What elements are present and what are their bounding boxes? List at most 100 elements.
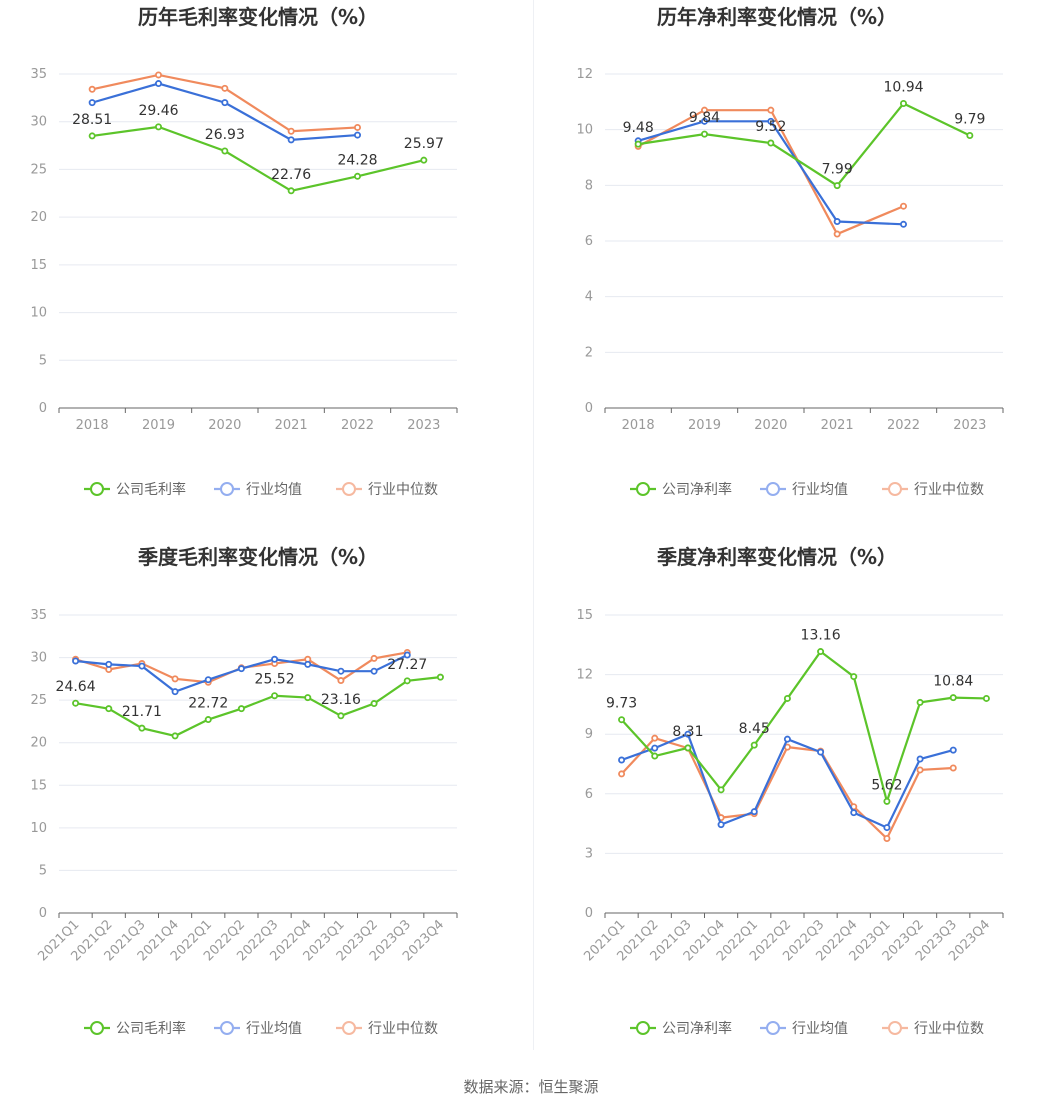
data-point-avg bbox=[767, 117, 775, 125]
data-point-median bbox=[88, 85, 96, 93]
data-point-company bbox=[221, 147, 229, 155]
data-label: 7.99 bbox=[822, 162, 853, 178]
legend-item-median[interactable]: 行业中位数 bbox=[336, 1021, 438, 1037]
series-line-company bbox=[620, 649, 987, 806]
data-point-company bbox=[287, 187, 295, 195]
data-point-avg bbox=[353, 131, 361, 139]
y-tick-label: 9 bbox=[585, 727, 593, 742]
data-point-avg bbox=[154, 80, 162, 88]
data-point-company bbox=[783, 694, 791, 702]
x-tick-label: 2020 bbox=[754, 418, 787, 433]
svg-text:公司毛利率: 公司毛利率 bbox=[116, 481, 186, 498]
data-point-company bbox=[171, 732, 179, 740]
y-tick-label: 15 bbox=[30, 778, 47, 793]
data-point-company bbox=[72, 699, 80, 707]
data-point-avg bbox=[237, 665, 245, 673]
svg-text:行业均值: 行业均值 bbox=[246, 1021, 302, 1037]
svg-text:公司净利率: 公司净利率 bbox=[662, 481, 732, 498]
y-tick-label: 5 bbox=[39, 863, 47, 878]
legend-item-company[interactable]: 公司净利率 bbox=[630, 1020, 732, 1037]
data-point-median bbox=[899, 202, 907, 210]
data-point-company bbox=[237, 705, 245, 713]
svg-text:行业中位数: 行业中位数 bbox=[368, 1021, 438, 1037]
data-point-avg bbox=[850, 809, 858, 817]
data-label: 27.27 bbox=[387, 657, 427, 673]
data-point-avg bbox=[783, 735, 791, 743]
data-point-avg bbox=[833, 218, 841, 226]
legend-item-company[interactable]: 公司毛利率 bbox=[84, 1020, 186, 1037]
data-point-company bbox=[370, 700, 378, 708]
data-point-median bbox=[171, 675, 179, 683]
chart-title: 季度毛利率变化情况（%） bbox=[137, 545, 378, 569]
x-tick-label: 2023 bbox=[953, 418, 986, 433]
y-tick-label: 12 bbox=[576, 67, 593, 82]
data-point-company bbox=[684, 744, 692, 752]
x-tick-label: 2022 bbox=[341, 418, 374, 433]
data-point-median bbox=[370, 654, 378, 662]
data-point-company bbox=[618, 716, 626, 724]
legend-item-median[interactable]: 行业中位数 bbox=[882, 1021, 984, 1037]
data-label: 23.16 bbox=[321, 692, 361, 708]
legend-item-median[interactable]: 行业中位数 bbox=[336, 482, 438, 498]
legend-item-avg[interactable]: 行业均值 bbox=[214, 482, 302, 498]
data-point-company bbox=[750, 741, 758, 749]
legend-item-avg[interactable]: 行业均值 bbox=[760, 482, 848, 498]
data-label: 9.48 bbox=[623, 120, 654, 136]
y-tick-label: 30 bbox=[30, 115, 47, 130]
x-tick-label: 2018 bbox=[76, 418, 109, 433]
y-tick-label: 12 bbox=[576, 668, 593, 683]
data-point-company bbox=[899, 100, 907, 108]
y-tick-label: 25 bbox=[30, 162, 47, 177]
y-tick-label: 35 bbox=[30, 67, 47, 82]
quarterly-gross-margin-chart: 季度毛利率变化情况（%） 0 5 10 15 20 25 30 35 2021Q1 2021Q2 20… bbox=[0, 540, 516, 1060]
data-point-avg bbox=[105, 660, 113, 668]
data-point-median bbox=[337, 677, 345, 685]
y-tick-label: 15 bbox=[30, 258, 47, 273]
data-point-median bbox=[916, 766, 924, 774]
data-label: 24.28 bbox=[337, 152, 377, 168]
data-point-company bbox=[651, 752, 659, 760]
legend-item-median[interactable]: 行业中位数 bbox=[882, 482, 984, 498]
data-point-avg bbox=[750, 808, 758, 816]
series-line-avg bbox=[75, 654, 408, 693]
data-point-avg bbox=[287, 136, 295, 144]
y-tick-label: 3 bbox=[585, 846, 593, 861]
y-tick-label: 0 bbox=[585, 906, 593, 921]
data-point-company bbox=[949, 694, 957, 702]
data-point-avg bbox=[204, 676, 212, 684]
data-label: 9.52 bbox=[755, 119, 786, 135]
data-point-avg bbox=[618, 756, 626, 764]
svg-text:行业中位数: 行业中位数 bbox=[914, 1021, 984, 1037]
data-point-avg bbox=[221, 99, 229, 107]
data-point-avg bbox=[899, 220, 907, 228]
data-label: 25.97 bbox=[404, 136, 444, 152]
legend-item-company[interactable]: 公司净利率 bbox=[630, 481, 732, 498]
data-label: 22.76 bbox=[271, 167, 311, 183]
data-label: 9.84 bbox=[689, 110, 720, 126]
x-tick-label: 2019 bbox=[688, 418, 721, 433]
y-tick-label: 15 bbox=[576, 608, 593, 623]
data-point-avg bbox=[72, 657, 80, 665]
data-point-avg bbox=[337, 667, 345, 675]
data-point-avg bbox=[916, 755, 924, 763]
legend-item-avg[interactable]: 行业均值 bbox=[214, 1021, 302, 1037]
data-point-median bbox=[221, 84, 229, 92]
data-point-avg bbox=[700, 117, 708, 125]
data-point-avg bbox=[949, 746, 957, 754]
data-point-company bbox=[436, 673, 444, 681]
x-tick-label: 2021 bbox=[821, 418, 854, 433]
data-point-company bbox=[88, 132, 96, 140]
data-point-company bbox=[154, 123, 162, 131]
data-label: 5.62 bbox=[871, 777, 902, 793]
data-point-median bbox=[154, 71, 162, 79]
legend-item-company[interactable]: 公司毛利率 bbox=[84, 481, 186, 498]
data-point-median bbox=[353, 123, 361, 131]
data-label: 10.84 bbox=[933, 674, 973, 690]
legend-item-avg[interactable]: 行业均值 bbox=[760, 1021, 848, 1037]
y-tick-label: 6 bbox=[585, 234, 593, 249]
chart-title: 季度净利率变化情况（%） bbox=[656, 545, 897, 569]
annual-net-margin-chart: 历年净利率变化情况（%） 0 2 4 6 8 10 12 2018 2019 2020 2021 202… bbox=[546, 0, 1062, 520]
data-point-avg bbox=[171, 688, 179, 696]
data-label: 8.45 bbox=[739, 721, 770, 737]
data-point-company bbox=[403, 677, 411, 685]
